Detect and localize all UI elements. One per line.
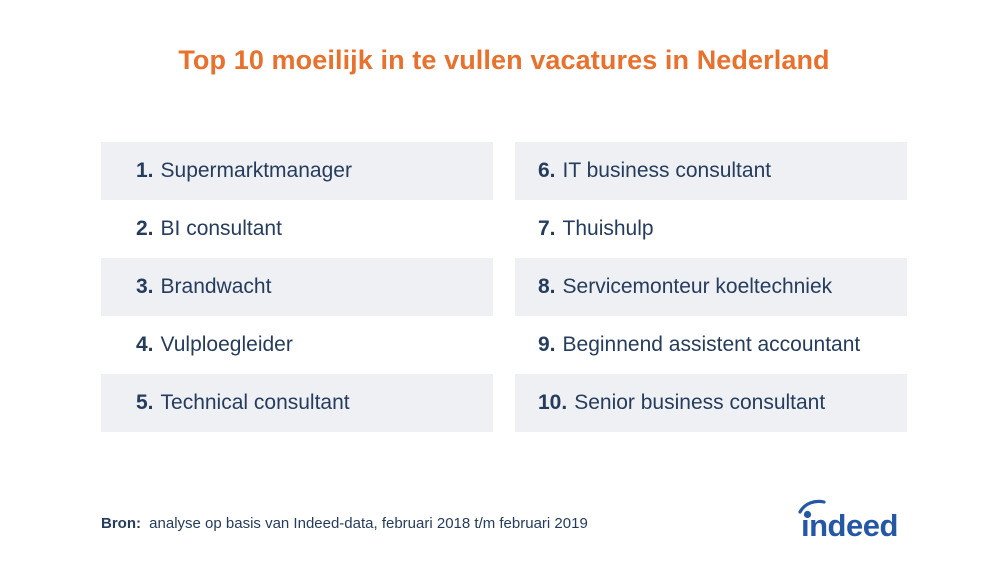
job-title: Vulploegleider <box>160 333 293 356</box>
rank-number: 2. <box>136 217 154 240</box>
source-label: Bron: <box>101 515 141 532</box>
indeed-logo-icon: ındeed <box>798 499 898 542</box>
list-item: 3. Brandwacht <box>101 258 493 316</box>
rank-number: 1. <box>136 159 154 182</box>
list-item: 9. Beginnend assistent accountant <box>515 316 907 374</box>
job-title: Thuishulp <box>562 217 654 240</box>
page-title: Top 10 moeilijk in te vullen vacatures i… <box>178 45 830 75</box>
job-title: Brandwacht <box>160 275 272 298</box>
list-item: 2. BI consultant <box>101 200 493 258</box>
rank-number: 10. <box>538 391 568 414</box>
rank-number: 4. <box>136 333 154 356</box>
job-title: Technical consultant <box>160 391 350 414</box>
ranking-list-right: 6. IT business consultant 7. Thuishulp 8… <box>515 142 907 432</box>
list-item: 10. Senior business consultant <box>515 374 907 432</box>
list-item: 8. Servicemonteur koeltechniek <box>515 258 907 316</box>
job-title: BI consultant <box>160 217 282 240</box>
rank-number: 5. <box>136 391 154 414</box>
logo-wordmark: ındeed <box>801 508 898 542</box>
rank-number: 9. <box>538 333 556 356</box>
job-title: Beginnend assistent accountant <box>562 333 861 356</box>
list-item: 4. Vulploegleider <box>101 316 493 374</box>
job-title: Supermarktmanager <box>160 159 352 182</box>
ranking-list-left: 1. Supermarktmanager 2. BI consultant 3.… <box>101 142 493 432</box>
job-title: Senior business consultant <box>574 391 826 414</box>
list-item: 7. Thuishulp <box>515 200 907 258</box>
rank-number: 7. <box>538 217 556 240</box>
rank-number: 8. <box>538 275 556 298</box>
list-item: 5. Technical consultant <box>101 374 493 432</box>
job-title: IT business consultant <box>562 159 772 182</box>
source-text: analyse op basis van Indeed-data, februa… <box>149 515 588 532</box>
list-item: 6. IT business consultant <box>515 142 907 200</box>
rank-number: 6. <box>538 159 556 182</box>
job-title: Servicemonteur koeltechniek <box>562 275 833 298</box>
list-item: 1. Supermarktmanager <box>101 142 493 200</box>
rank-number: 3. <box>136 275 154 298</box>
source-note: Bron: analyse op basis van Indeed-data, … <box>101 515 588 532</box>
